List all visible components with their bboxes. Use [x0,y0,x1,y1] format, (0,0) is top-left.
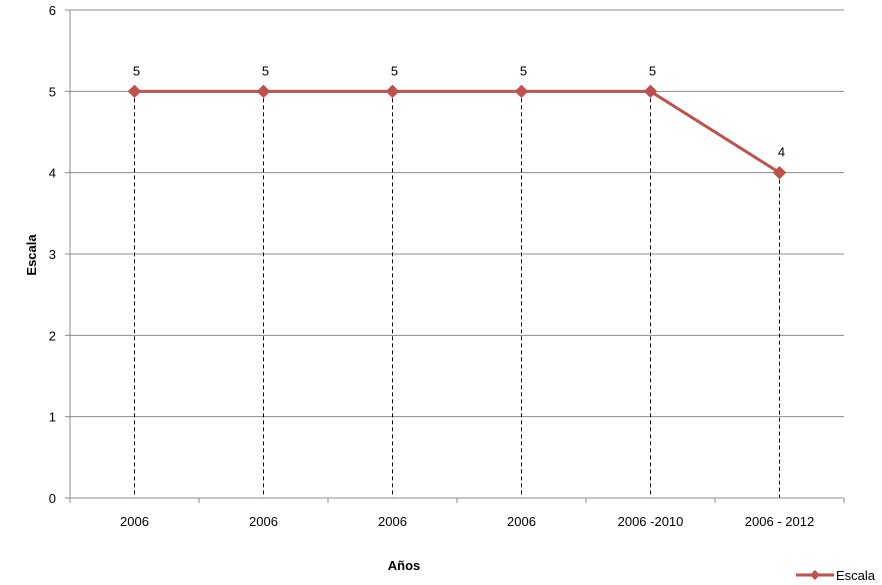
y-tick-label-6: 6 [49,3,56,18]
y-tick-label-0: 0 [49,491,56,506]
data-label-5: 4 [778,145,785,160]
x-tick-label-1: 2006 [249,514,278,529]
data-label-2: 5 [391,63,398,78]
y-tick-label-4: 4 [49,166,56,181]
y-tick-label-3: 3 [49,247,56,262]
data-labels: 5 5 5 5 5 4 [133,63,785,159]
data-point-3 [514,84,529,99]
axes [65,9,845,503]
x-tick-label-4: 2006 -2010 [618,514,684,529]
series-escala [127,84,787,180]
data-point-2 [385,84,400,99]
legend-label: Escala [836,568,876,583]
y-tick-label-2: 2 [49,328,56,343]
y-axis-title: Escala [24,234,39,276]
y-tick-label-1: 1 [49,410,56,425]
grid-lines [70,9,844,418]
series-line-escala [134,89,781,174]
x-axis-title: Años [388,558,421,573]
x-tick-label-2: 2006 [378,514,407,529]
data-point-1 [256,84,271,99]
y-tick-label-5: 5 [49,84,56,99]
x-tick-label-3: 2006 [507,514,536,529]
data-point-4 [643,84,658,99]
x-tick-label-5: 2006 - 2012 [745,514,814,529]
legend: Escala [796,568,876,583]
data-label-4: 5 [649,63,656,78]
y-tick-labels: 0 1 2 3 4 5 6 [49,3,56,506]
data-point-0 [127,84,142,99]
legend-marker [810,570,820,580]
data-point-5 [772,165,787,180]
data-label-1: 5 [262,63,269,78]
data-label-3: 5 [520,63,527,78]
x-tick-labels: 2006 2006 2006 2006 2006 -2010 2006 - 2012 [120,514,814,529]
data-label-0: 5 [133,63,140,78]
drop-lines [134,91,780,498]
x-tick-label-0: 2006 [120,514,149,529]
